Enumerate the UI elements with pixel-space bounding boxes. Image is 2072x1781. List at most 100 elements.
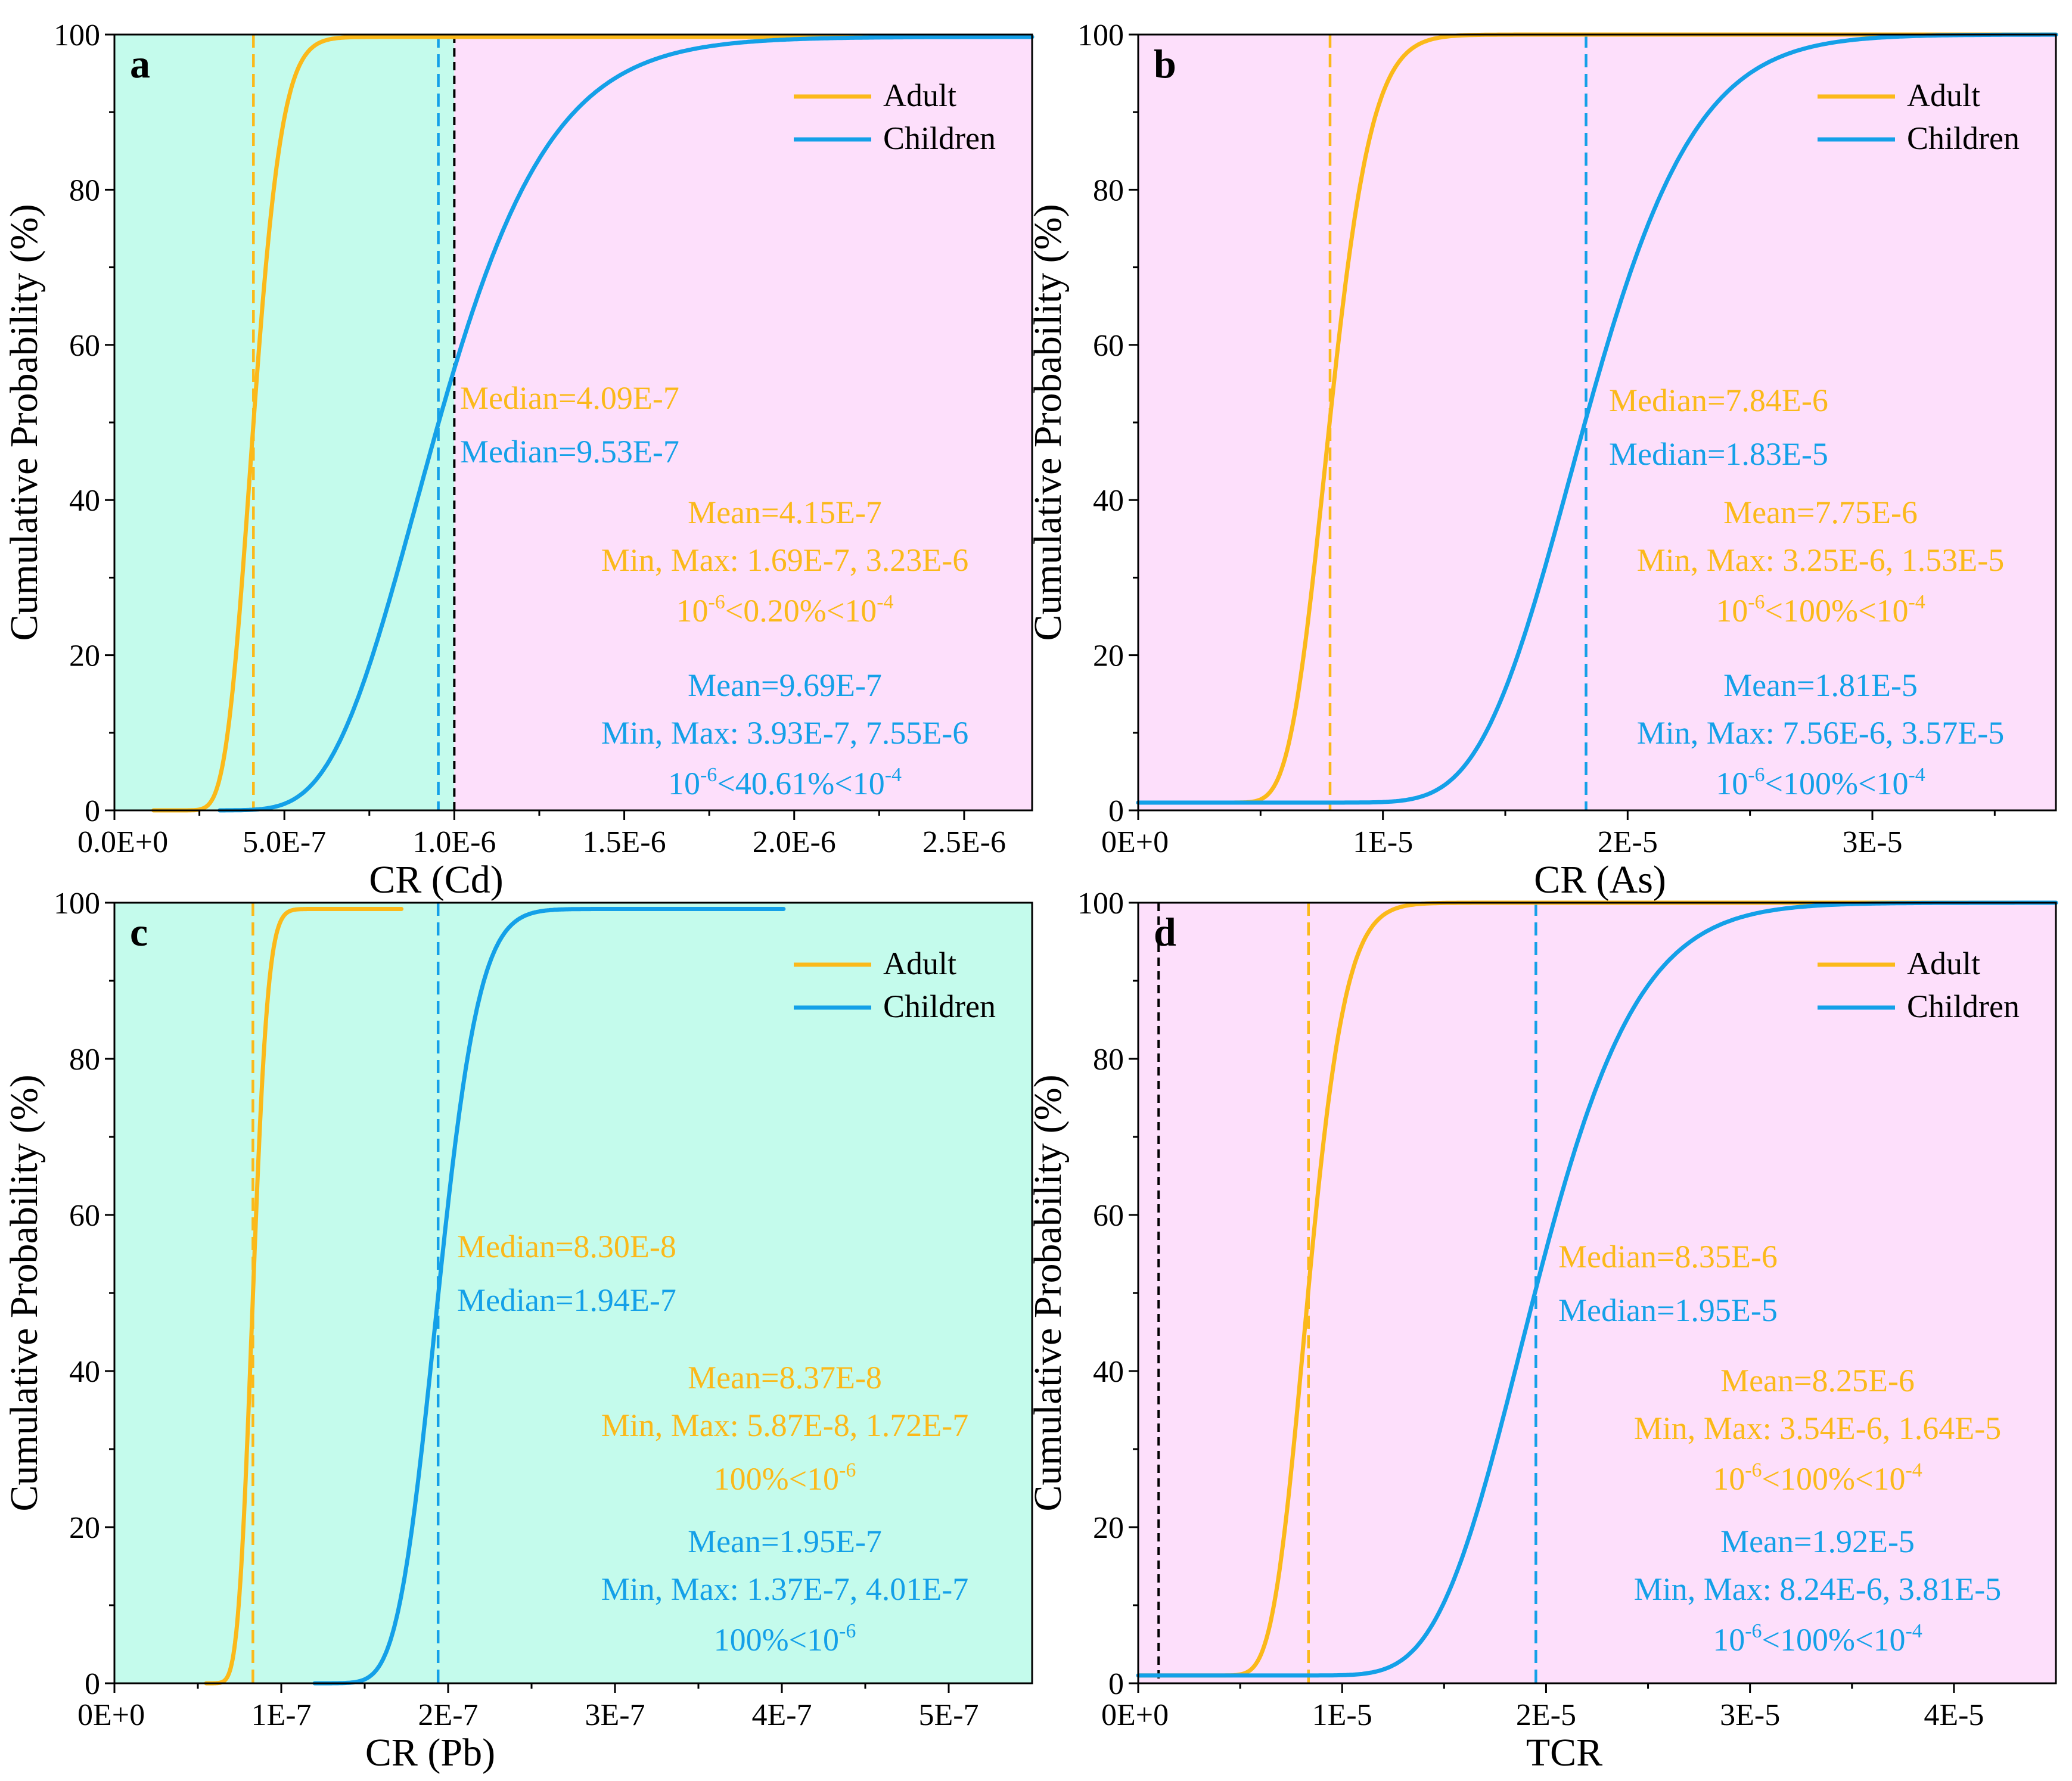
x-axis-title: TCR bbox=[1526, 1731, 1602, 1774]
adult-risk-label: 100%<10-6 bbox=[714, 1459, 856, 1497]
adult-median-label: Median=8.30E-8 bbox=[457, 1229, 676, 1264]
adult-mean-label: Mean=7.75E-6 bbox=[1723, 495, 1918, 530]
risk-text: <0.20%<10 bbox=[725, 593, 877, 629]
adult-median-label: Median=7.84E-6 bbox=[1609, 383, 1828, 418]
legend: Adult Children bbox=[1818, 946, 2020, 1024]
adult-mean-label: Mean=8.25E-6 bbox=[1720, 1363, 1915, 1398]
y-tick-label: 0 bbox=[1108, 1667, 1124, 1701]
x-tick-label: 4E-7 bbox=[751, 1698, 812, 1732]
risk-text: <100%<10 bbox=[1762, 1461, 1906, 1497]
children-mean-label: Mean=1.92E-5 bbox=[1720, 1524, 1915, 1559]
y-tick-label: 0 bbox=[85, 794, 100, 828]
children-median-label: Median=9.53E-7 bbox=[460, 434, 679, 470]
annotations: Median=8.35E-6 Median=1.95E-5 Mean=8.25E-6… bbox=[1558, 1239, 2001, 1658]
risk-exponent: -4 bbox=[877, 591, 893, 613]
y-tick-label: 40 bbox=[69, 1355, 100, 1389]
series-line-children bbox=[312, 907, 786, 1686]
risk-exponent: -6 bbox=[839, 1620, 856, 1642]
adult-minmax-label: Min, Max: 1.69E-7, 3.23E-6 bbox=[601, 542, 968, 578]
risk-region-pink bbox=[1138, 903, 2056, 1683]
legend-label-adult: Adult bbox=[883, 77, 956, 113]
adult-risk-label: 10-6<0.20%<10-4 bbox=[676, 591, 893, 629]
legend-label-children: Children bbox=[883, 989, 996, 1024]
children-risk-label: 10-6<100%<10-4 bbox=[1713, 1620, 1922, 1658]
x-tick-label: 2E-7 bbox=[418, 1698, 478, 1732]
children-mean-label: Mean=9.69E-7 bbox=[688, 667, 882, 703]
x-tick-label: 5.0E-7 bbox=[243, 825, 326, 859]
x-tick-label: 1.0E-6 bbox=[412, 825, 496, 859]
y-tick-label: 60 bbox=[1093, 329, 1124, 363]
legend: Adult Children bbox=[1818, 77, 2020, 156]
panel-c: 0 20 40 60 80 100 0E+0 1E-7 2E-7 3E-7 4E-7 5E-7 CR (… bbox=[2, 887, 1033, 1774]
series-line-children bbox=[218, 35, 1035, 813]
y-tick-label: 60 bbox=[1093, 1199, 1124, 1233]
x-tick-label: 3E-5 bbox=[1720, 1698, 1780, 1732]
x-tick-label: 0E+0 bbox=[1101, 1698, 1169, 1732]
risk-exponent: -6 bbox=[1745, 1620, 1762, 1642]
risk-exponent: -4 bbox=[885, 764, 902, 786]
risk-text: <100%<10 bbox=[1765, 593, 1909, 629]
panel-label: c bbox=[130, 909, 148, 955]
x-tick-label: 0E+0 bbox=[77, 1698, 145, 1732]
legend-label-children: Children bbox=[1907, 120, 2020, 156]
risk-exponent: -6 bbox=[700, 764, 717, 786]
adult-minmax-label: Min, Max: 5.87E-8, 1.72E-7 bbox=[601, 1407, 968, 1443]
y-tick-label: 60 bbox=[69, 329, 100, 363]
x-tick-label: 3E-7 bbox=[585, 1698, 645, 1732]
children-risk-label: 10-6<100%<10-4 bbox=[1716, 764, 1925, 801]
x-tick-label: 2.0E-6 bbox=[753, 825, 836, 859]
risk-text: 10 bbox=[1713, 1461, 1745, 1497]
y-tick-label: 20 bbox=[69, 1511, 100, 1545]
risk-region-green bbox=[114, 903, 1032, 1683]
y-tick-label: 80 bbox=[1093, 173, 1124, 207]
y-axis-title: Cumulative Probability (%) bbox=[1026, 204, 1070, 641]
x-tick-label: 2E-5 bbox=[1598, 825, 1658, 859]
legend-label-adult: Adult bbox=[1907, 946, 1980, 981]
adult-median-label: Median=8.35E-6 bbox=[1558, 1239, 1778, 1275]
x-tick-label: 2E-5 bbox=[1516, 1698, 1576, 1732]
children-mean-label: Mean=1.81E-5 bbox=[1723, 667, 1918, 703]
series-line-adult bbox=[204, 907, 404, 1686]
children-minmax-label: Min, Max: 3.93E-7, 7.55E-6 bbox=[601, 715, 968, 751]
annotations: Median=8.30E-8 Median=1.94E-7 Mean=8.37E-8… bbox=[457, 1229, 968, 1658]
children-minmax-label: Min, Max: 8.24E-6, 3.81E-5 bbox=[1634, 1571, 2001, 1607]
y-tick-label: 0 bbox=[85, 1667, 100, 1701]
children-median-label: Median=1.95E-5 bbox=[1558, 1292, 1778, 1328]
legend-label-children: Children bbox=[883, 120, 996, 156]
x-tick-label: 1E-5 bbox=[1353, 825, 1413, 859]
y-tick-label: 80 bbox=[1093, 1043, 1124, 1077]
risk-text: 10 bbox=[1716, 593, 1748, 629]
adult-mean-label: Mean=4.15E-7 bbox=[688, 495, 882, 530]
x-axis-title: CR (Cd) bbox=[369, 858, 504, 902]
risk-text: 10 bbox=[668, 766, 700, 801]
x-tick-label: 5E-7 bbox=[918, 1698, 978, 1732]
annotations: Median=4.09E-7 Median=9.53E-7 Mean=4.15E-7… bbox=[460, 380, 968, 801]
y-axis-title: Cumulative Probability (%) bbox=[2, 204, 46, 641]
children-median-label: Median=1.94E-7 bbox=[457, 1282, 676, 1318]
y-tick-label: 80 bbox=[69, 1043, 100, 1077]
x-tick-label: 1E-7 bbox=[251, 1698, 311, 1732]
risk-region-pink bbox=[1138, 35, 2056, 810]
annotations: Median=7.84E-6 Median=1.83E-5 Mean=7.75E-6… bbox=[1609, 383, 2004, 801]
children-risk-label: 10-6<40.61%<10-4 bbox=[668, 764, 902, 801]
y-axis-title: Cumulative Probability (%) bbox=[2, 1074, 46, 1511]
y-tick-label: 100 bbox=[54, 18, 100, 52]
y-tick-label: 20 bbox=[69, 639, 100, 673]
panel-d: 0 20 40 60 80 100 0E+0 1E-5 2E-5 3E-5 4E-5 TCR Cumul… bbox=[1026, 887, 2058, 1774]
y-tick-label: 20 bbox=[1093, 1511, 1124, 1545]
series-line-children bbox=[1136, 32, 2058, 805]
children-mean-label: Mean=1.95E-7 bbox=[688, 1524, 882, 1559]
risk-text: 100%<10 bbox=[714, 1622, 839, 1658]
risk-exponent: -4 bbox=[1908, 764, 1925, 786]
x-tick-label: 1E-5 bbox=[1312, 1698, 1372, 1732]
risk-text: 10 bbox=[676, 593, 708, 629]
risk-exponent: -6 bbox=[708, 591, 725, 613]
risk-text: <100%<10 bbox=[1762, 1622, 1906, 1658]
risk-text: <40.61%<10 bbox=[717, 766, 884, 801]
panel-label: d bbox=[1154, 909, 1176, 955]
legend-label-children: Children bbox=[1907, 989, 2020, 1024]
risk-exponent: -6 bbox=[1748, 764, 1765, 786]
risk-text: 10 bbox=[1713, 1622, 1745, 1658]
adult-mean-label: Mean=8.37E-8 bbox=[688, 1360, 882, 1395]
